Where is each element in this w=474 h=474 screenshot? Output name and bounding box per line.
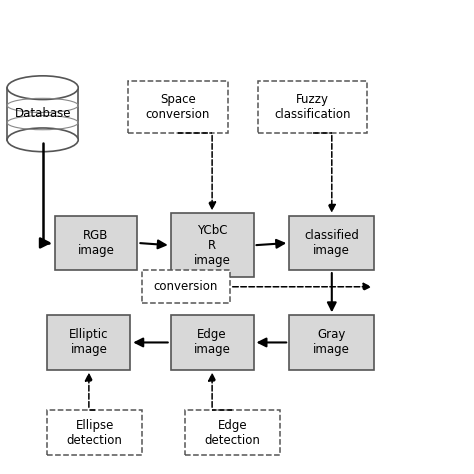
Text: classified
image: classified image xyxy=(304,229,359,257)
FancyBboxPatch shape xyxy=(128,81,228,133)
FancyBboxPatch shape xyxy=(171,315,254,370)
Text: Fuzzy
classification: Fuzzy classification xyxy=(274,92,351,121)
FancyBboxPatch shape xyxy=(289,315,374,370)
FancyBboxPatch shape xyxy=(47,410,142,455)
Text: Database: Database xyxy=(14,107,71,120)
Text: Gray
image: Gray image xyxy=(313,328,350,356)
Text: Elliptic
image: Elliptic image xyxy=(69,328,109,356)
FancyBboxPatch shape xyxy=(289,216,374,270)
Ellipse shape xyxy=(7,128,78,152)
FancyBboxPatch shape xyxy=(142,270,230,303)
Text: YCbC
R
image: YCbC R image xyxy=(194,224,230,267)
Text: conversion: conversion xyxy=(154,280,218,293)
Bar xyxy=(7,88,78,140)
FancyBboxPatch shape xyxy=(55,216,137,270)
Text: Space
conversion: Space conversion xyxy=(146,92,210,121)
Text: Edge
detection: Edge detection xyxy=(204,419,260,447)
FancyBboxPatch shape xyxy=(185,410,280,455)
FancyBboxPatch shape xyxy=(47,315,130,370)
Text: RGB
image: RGB image xyxy=(78,229,114,257)
FancyBboxPatch shape xyxy=(258,81,367,133)
Text: Edge
image: Edge image xyxy=(194,328,230,356)
Text: Ellipse
detection: Ellipse detection xyxy=(67,419,123,447)
Ellipse shape xyxy=(7,76,78,100)
FancyBboxPatch shape xyxy=(171,213,254,277)
